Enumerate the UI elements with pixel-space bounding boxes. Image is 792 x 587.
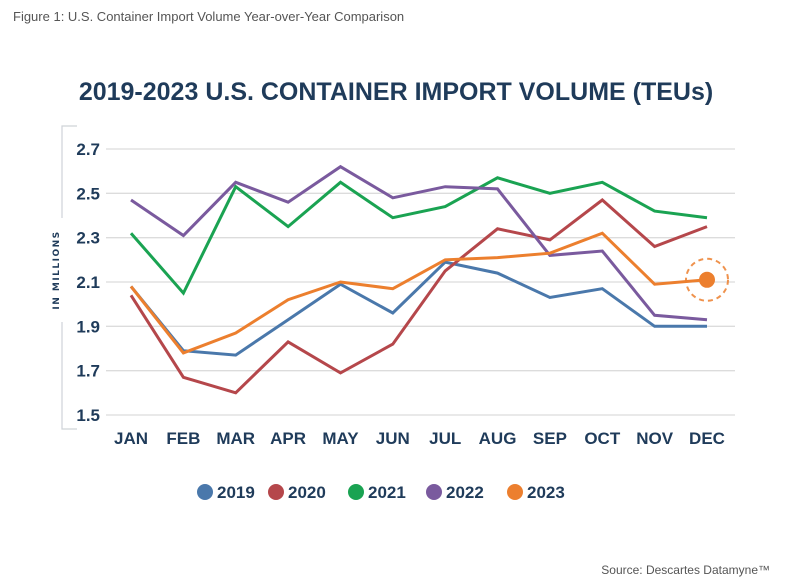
- x-tick-label: JUN: [376, 429, 410, 448]
- x-tick-label: AUG: [479, 429, 517, 448]
- x-tick-label: DEC: [689, 429, 725, 448]
- legend-item-2023: 2023: [507, 483, 565, 502]
- series-line-2022: [130, 164, 708, 322]
- series-line-2021: [129, 176, 708, 296]
- y-tick-label: 1.7: [76, 362, 100, 381]
- y-tick-labels: 1.5 1.7 1.9 2.1 2.3 2.5 2.7: [76, 140, 100, 425]
- x-tick-label: FEB: [166, 429, 200, 448]
- x-tick-label: MAY: [322, 429, 359, 448]
- x-tick-labels: JAN FEB MAR APR MAY JUN JUL AUG SEP OCT NOV DEC: [114, 429, 725, 448]
- source-note: Source: Descartes Datamyne™: [601, 563, 770, 577]
- figure-caption: Figure 1: U.S. Container Import Volume Y…: [13, 9, 405, 24]
- legend-label: 2022: [446, 483, 484, 502]
- series-lines: [129, 164, 708, 395]
- legend-swatch: [426, 484, 442, 500]
- x-tick-label: SEP: [533, 429, 567, 448]
- highlight-point: [699, 271, 715, 288]
- y-tick-label: 2.7: [76, 140, 100, 159]
- y-axis-label: IN MILLIONS: [52, 230, 62, 309]
- y-tick-label: 1.9: [76, 317, 100, 336]
- y-tick-label: 1.5: [76, 406, 100, 425]
- legend-label: 2020: [288, 483, 326, 502]
- y-axis-bracket: [61, 125, 77, 430]
- legend-swatch: [197, 484, 213, 500]
- x-tick-label: APR: [270, 429, 306, 448]
- legend-item-2021: 2021: [348, 483, 406, 502]
- x-tick-label: NOV: [636, 429, 674, 448]
- gridlines: [106, 148, 735, 416]
- x-tick-label: OCT: [584, 429, 621, 448]
- chart-title: 2019-2023 U.S. CONTAINER IMPORT VOLUME (…: [79, 78, 713, 106]
- y-tick-label: 2.1: [76, 273, 100, 292]
- series-line-2023: [129, 231, 708, 355]
- series-line-2019: [129, 260, 707, 357]
- highlight-ring: [685, 257, 729, 302]
- legend-item-2020: 2020: [268, 483, 326, 502]
- x-tick-label: JAN: [114, 429, 148, 448]
- legend-swatch: [268, 484, 284, 500]
- x-tick-label: MAR: [216, 429, 255, 448]
- legend-label: 2023: [527, 483, 565, 502]
- legend-swatch: [348, 484, 364, 500]
- annotations: [685, 257, 729, 302]
- legend-swatch: [507, 484, 523, 500]
- axis-bracket-top: [61, 125, 77, 218]
- y-tick-label: 2.3: [76, 229, 100, 248]
- legend-item-2022: 2022: [426, 483, 484, 502]
- axis-bracket-bottom: [61, 322, 77, 430]
- legend-item-2019: 2019: [197, 483, 255, 502]
- legend-label: 2021: [368, 483, 406, 502]
- legend: 2019 2020 2021 2022 2023: [197, 483, 565, 502]
- legend-label: 2019: [217, 483, 255, 502]
- series-line-2020: [129, 198, 708, 395]
- x-tick-label: JUL: [429, 429, 461, 448]
- y-tick-label: 2.5: [76, 184, 100, 203]
